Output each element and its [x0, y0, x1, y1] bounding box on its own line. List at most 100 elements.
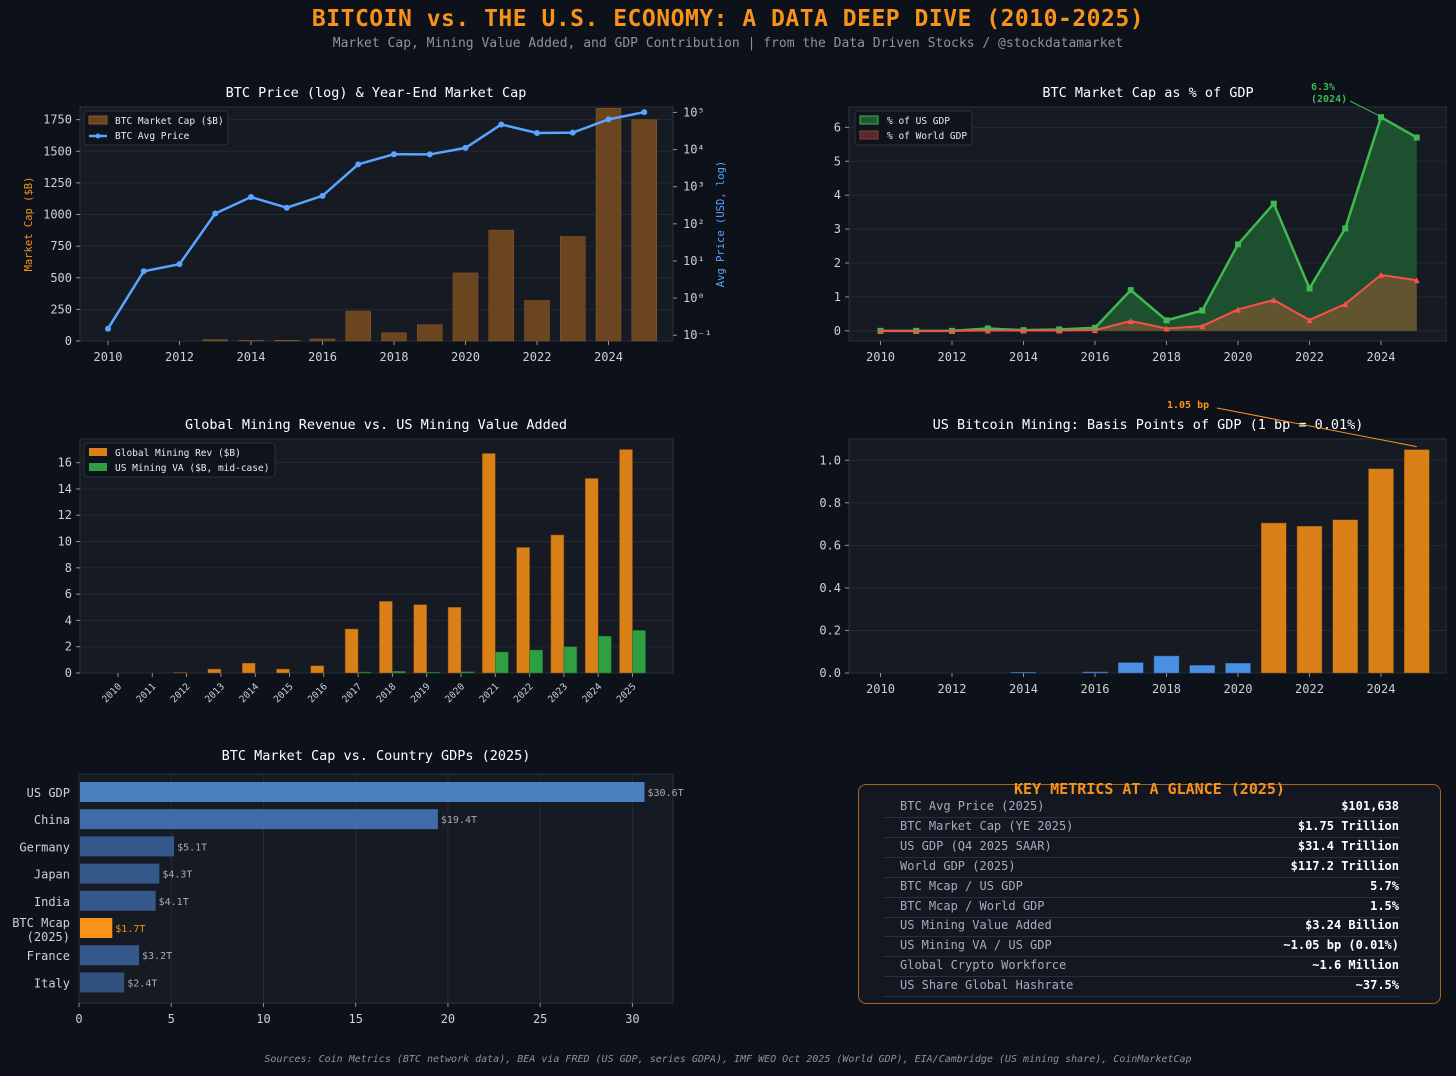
annotation-text: 1.05 bp [1167, 400, 1209, 411]
x-tick-label: 2022 [1295, 682, 1324, 696]
x-tick-label: 2024 [580, 681, 604, 705]
metric-value: ~1.6 Million [1312, 958, 1399, 973]
data-point [1413, 134, 1420, 141]
annotation-arrow [1349, 100, 1379, 116]
x-tick-label: 2020 [1224, 682, 1253, 696]
bar [1153, 655, 1180, 674]
metric-row: BTC Avg Price (2025) $101,638 [883, 797, 1399, 818]
metric-row: World GDP (2025) $117.2 Trillion [883, 857, 1399, 878]
bar [460, 671, 475, 674]
bar [1118, 662, 1144, 674]
data-point [176, 261, 183, 268]
metric-label: World GDP (2025) [900, 858, 1016, 873]
y-tick-label: 6 [834, 120, 841, 134]
bar [1189, 665, 1215, 674]
x-tick-label: 2020 [451, 350, 480, 364]
legend-label: BTC Market Cap ($B) [115, 116, 224, 127]
legend-label: Global Mining Rev ($B) [115, 448, 241, 459]
bar-value-label: $4.1T [159, 897, 189, 908]
data-point [641, 109, 648, 116]
y-tick-label: 6 [65, 587, 72, 601]
bar [1261, 522, 1287, 674]
x-tick-label: 2022 [512, 681, 536, 705]
annotation-arrow [1216, 407, 1417, 448]
sources-footer: Sources: Coin Metrics (BTC network data)… [264, 1054, 1192, 1065]
x-tick-label: 2012 [169, 681, 193, 705]
data-point [1378, 114, 1384, 121]
x-tick-label: 2012 [938, 350, 967, 364]
legend-swatch [89, 463, 107, 471]
data-point [1413, 277, 1420, 284]
y2-tick-label: 10⁰ [683, 291, 705, 305]
bar [80, 890, 156, 911]
x-tick-label: 2015 [272, 681, 296, 705]
bar-value-label: $3.2T [142, 951, 172, 962]
bar-value-label: $19.4T [441, 815, 477, 826]
x-tick-label: 2020 [1224, 350, 1253, 364]
bar-value-label: $1.7T [115, 924, 145, 935]
y-tick-label: China [34, 813, 70, 827]
x-tick-label: 2024 [1367, 350, 1396, 364]
y-tick-label: 1.0 [819, 453, 841, 467]
metric-label: Global Crypto Workforce [900, 958, 1067, 973]
legend-swatch [88, 115, 108, 125]
bar [80, 836, 175, 857]
bar-value-label: $2.4T [127, 978, 157, 989]
bar [310, 665, 325, 674]
y-tick-label: 250 [50, 302, 72, 316]
bar-value-label: $5.1T [177, 842, 207, 853]
y-tick-label: 750 [50, 239, 72, 253]
x-tick-label: 0 [75, 1012, 82, 1026]
page-title: BITCOIN vs. THE U.S. ECONOMY: A DATA DEE… [311, 6, 1145, 32]
chart-title: BTC Market Cap vs. Country GDPs (2025) [222, 748, 531, 764]
data-point [534, 129, 540, 136]
chart-title: BTC Market Cap as % of GDP [1042, 85, 1253, 101]
bar [344, 628, 359, 674]
metric-row: US Mining Value Added $3.24 Billion [883, 916, 1399, 938]
bar [80, 782, 645, 802]
data-point [1378, 271, 1384, 278]
x-tick-label: 2016 [1081, 350, 1110, 364]
bar [241, 662, 256, 674]
chart-title: US Bitcoin Mining: Basis Points of GDP (… [933, 417, 1364, 433]
x-tick-label: 2014 [237, 681, 261, 705]
x-tick-label: 2011 [134, 681, 158, 705]
data-point [426, 151, 433, 158]
metric-row: BTC Mcap / US GDP 5.7% [883, 877, 1399, 898]
data-point [462, 144, 469, 151]
y-tick-label: 0.8 [819, 496, 841, 510]
y-tick-label: 3 [834, 222, 841, 236]
y-tick-label: 1000 [43, 208, 72, 222]
y-tick-label: 500 [50, 271, 72, 285]
metric-value: ~1.05 bp (0.01%) [1283, 938, 1399, 953]
legend-box [854, 110, 973, 146]
x-tick-label: 2022 [523, 350, 552, 364]
x-tick-label: 2012 [165, 350, 194, 364]
bar [584, 478, 599, 674]
y-tick-label: Germany [19, 840, 70, 854]
data-point [949, 327, 955, 334]
legend-swatch [89, 448, 107, 456]
x-tick-label: 2010 [94, 350, 123, 364]
y-tick-label: 10 [58, 535, 72, 549]
data-point [1342, 225, 1349, 232]
y-tick-label: (2025) [27, 930, 70, 944]
metric-label: US Share Global Hashrate [900, 978, 1074, 993]
bar [447, 607, 462, 674]
data-point [355, 161, 362, 168]
metric-label: BTC Mcap / US GDP [900, 878, 1023, 893]
bar [595, 108, 622, 342]
metric-label: BTC Market Cap (YE 2025) [900, 818, 1074, 833]
x-tick-label: 2020 [443, 681, 467, 705]
data-point [1199, 323, 1206, 330]
bar [392, 671, 406, 674]
y-axis-label: Basis Points [803, 518, 815, 594]
bar [274, 339, 300, 342]
bar [516, 547, 530, 674]
bar [529, 649, 543, 674]
data-point [1270, 200, 1277, 207]
data-point [877, 327, 884, 334]
x-tick-label: 2014 [1009, 682, 1038, 696]
x-tick-label: 2018 [375, 681, 399, 705]
data-point [913, 327, 920, 334]
